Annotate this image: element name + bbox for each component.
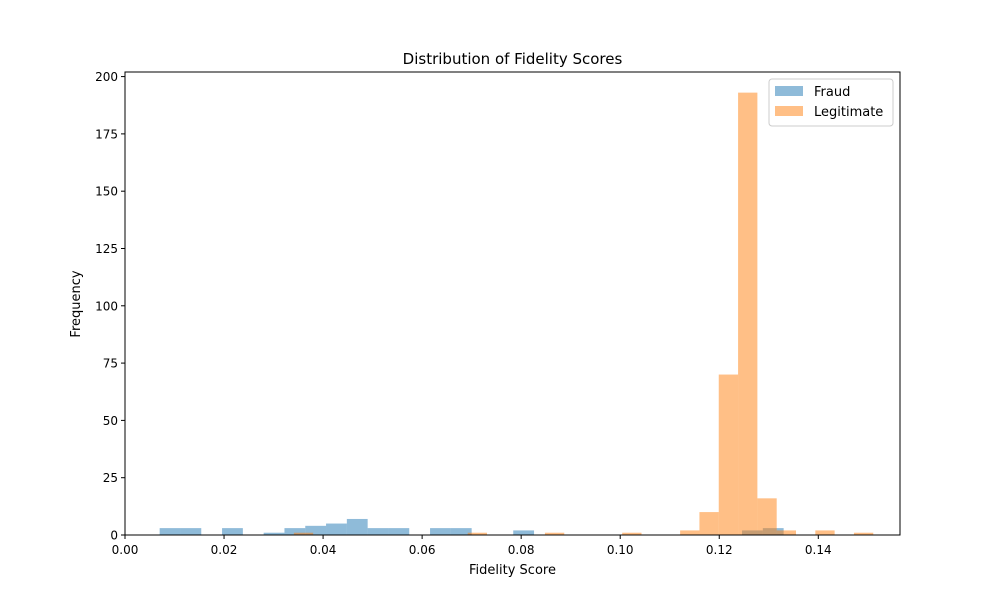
y-tick-label: 75	[103, 357, 118, 371]
legend-label-legitimate: Legitimate	[814, 105, 883, 120]
y-tick-label: 200	[95, 70, 118, 84]
y-tick-label: 50	[103, 414, 118, 428]
chart-title: Distribution of Fidelity Scores	[403, 50, 623, 68]
histogram-bar-fraud-10	[430, 528, 451, 535]
legend: Fraud Legitimate	[768, 78, 894, 127]
x-axis-label: Fidelity Score	[469, 563, 556, 578]
histogram-bar-legitimate-8	[757, 498, 777, 535]
histogram-bar-fraud-7	[346, 518, 368, 535]
legend-label-fraud: Fraud	[814, 85, 850, 100]
histogram-bar-legitimate-4	[680, 530, 700, 535]
y-tick-label: 150	[95, 185, 118, 199]
histogram-bar-fraud-0	[159, 528, 181, 535]
x-tick-label: 0.12	[706, 543, 733, 557]
histogram-bar-fraud-8	[367, 528, 389, 535]
histogram-bar-legitimate-11	[853, 532, 874, 535]
histogram-bar-legitimate-1	[467, 532, 487, 535]
plot-frame	[124, 71, 901, 536]
histogram-bar-fraud-12	[513, 530, 535, 535]
y-tick-label: 25	[103, 471, 118, 485]
x-tick-label: 0.06	[409, 543, 436, 557]
y-tick-label: 100	[95, 299, 118, 313]
histogram-bar-legitimate-2	[544, 532, 565, 535]
x-tick-label: 0.02	[211, 543, 238, 557]
x-tick-label: 0.08	[508, 543, 535, 557]
histogram-bar-legitimate-10	[815, 530, 835, 535]
histogram-bar-fraud-4	[284, 528, 306, 535]
y-axis-label: Frequency	[69, 270, 84, 337]
histogram-bar-legitimate-6	[718, 374, 739, 535]
histogram-bar-legitimate-3	[622, 532, 642, 535]
x-tick-label: 0.10	[607, 543, 634, 557]
histogram-bar-legitimate-0	[293, 532, 314, 535]
histogram-bar-fraud-9	[388, 528, 410, 535]
histogram-bar-fraud-11	[450, 528, 472, 535]
histogram-bar-legitimate-9	[776, 530, 796, 535]
histogram-bar-fraud-1	[180, 528, 202, 535]
legend-swatch-legitimate	[775, 106, 803, 116]
histogram-bar-fraud-6	[326, 523, 347, 535]
histogram-bar-fraud-2	[222, 528, 243, 535]
x-tick-label: 0.14	[805, 543, 832, 557]
axes-layer: 0.00 0.02 0.04 0.06 0.08 0.10 0.12 0.14 0 25 50 75 1…	[95, 70, 901, 557]
legend-swatch-fraud	[775, 86, 803, 96]
histogram-bar-legitimate-5	[699, 512, 719, 535]
x-tick-label: 0.04	[310, 543, 337, 557]
y-tick-label: 175	[95, 127, 118, 141]
y-tick-label: 0	[110, 529, 118, 543]
histogram-bar-fraud-5	[305, 525, 327, 535]
y-tick-label: 125	[95, 242, 118, 256]
histogram-bar-legitimate-7	[738, 92, 758, 535]
histogram-bar-fraud-3	[263, 532, 285, 535]
bars-layer	[159, 92, 874, 535]
x-tick-label: 0.00	[112, 543, 139, 557]
